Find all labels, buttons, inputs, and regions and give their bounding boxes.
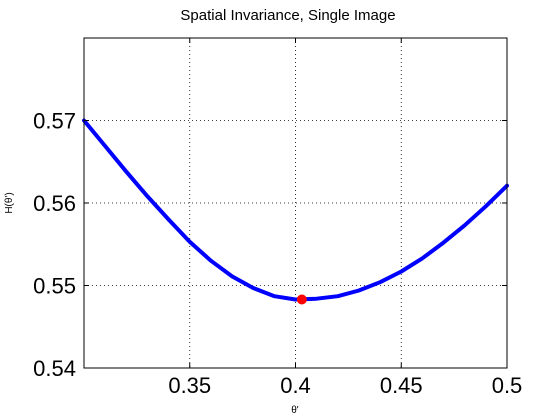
x-axis-label: θ' [291, 405, 299, 416]
series-line [82, 118, 509, 302]
chart-title: Spatial Invariance, Single Image [180, 7, 395, 24]
y-tick-label: 0.56 [33, 191, 76, 216]
x-tick-label: 0.35 [168, 373, 211, 398]
minimum-point [296, 294, 307, 305]
y-axis-label: H(θ') [4, 192, 15, 213]
marker-layer [296, 294, 307, 305]
x-tick-label: 0.5 [492, 373, 523, 398]
grid-lines [84, 38, 508, 369]
y-tick-label: 0.55 [33, 274, 76, 299]
y-tick-label: 0.54 [33, 356, 76, 381]
tick-layer: 0.35 0.4 0.45 0.5 0.54 0.55 0.56 0.57 [33, 38, 522, 398]
y-tick-label: 0.57 [33, 109, 76, 134]
series-layer [82, 118, 509, 302]
x-tick-label: 0.4 [280, 373, 311, 398]
x-tick-label: 0.45 [380, 373, 423, 398]
